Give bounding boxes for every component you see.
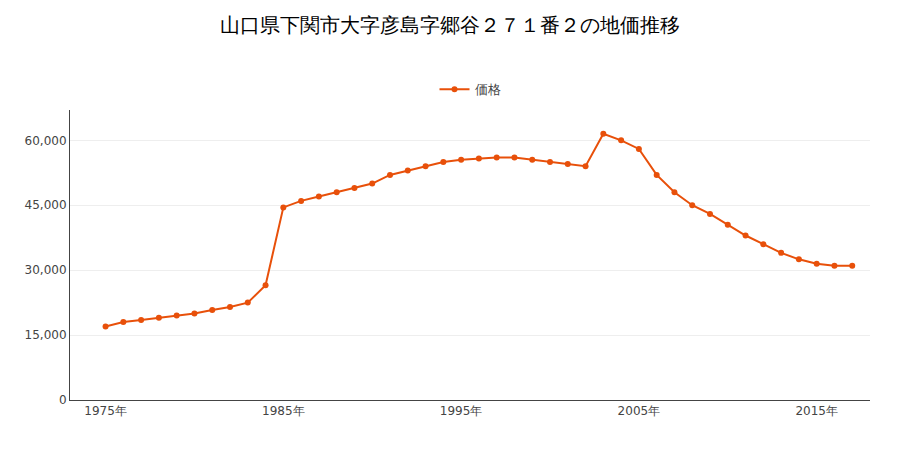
svg-text:30,000: 30,000 bbox=[25, 263, 67, 277]
svg-text:15,000: 15,000 bbox=[25, 328, 67, 342]
svg-text:60,000: 60,000 bbox=[25, 134, 67, 148]
svg-text:価格: 価格 bbox=[475, 82, 501, 97]
svg-text:1995年: 1995年 bbox=[440, 404, 483, 418]
svg-text:山口県下関市大字彦島字郷谷２７１番２の地価推移: 山口県下関市大字彦島字郷谷２７１番２の地価推移 bbox=[220, 13, 680, 37]
svg-text:1975年: 1975年 bbox=[84, 404, 127, 418]
svg-text:2015年: 2015年 bbox=[795, 404, 838, 418]
svg-text:45,000: 45,000 bbox=[25, 198, 67, 212]
svg-text:2005年: 2005年 bbox=[618, 404, 661, 418]
svg-text:0: 0 bbox=[59, 393, 67, 407]
svg-text:1985年: 1985年 bbox=[262, 404, 305, 418]
